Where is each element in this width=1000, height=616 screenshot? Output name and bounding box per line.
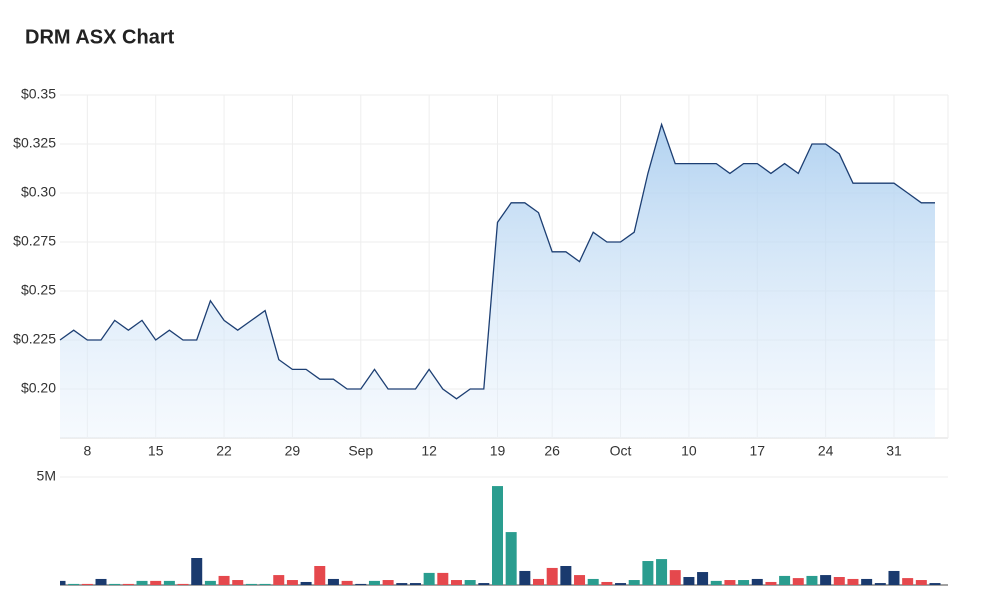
x-tick-label: 10 xyxy=(681,443,697,459)
volume-bar xyxy=(833,577,845,585)
x-tick-label: 22 xyxy=(216,443,232,459)
volume-bar xyxy=(437,572,449,585)
volume-bar xyxy=(902,578,914,585)
volume-bar xyxy=(245,583,257,585)
volume-bar xyxy=(669,570,681,585)
volume-bar xyxy=(259,583,271,585)
volume-bar xyxy=(232,580,244,585)
volume-bar xyxy=(136,580,148,585)
volume-bar xyxy=(355,583,367,585)
volume-bar xyxy=(656,559,668,585)
volume-bar xyxy=(478,583,490,585)
volume-bar xyxy=(806,575,818,585)
volume-bar xyxy=(273,575,285,585)
x-tick-label: 12 xyxy=(421,443,437,459)
volume-bar xyxy=(615,583,627,585)
volume-bar xyxy=(396,583,408,585)
volume-bar xyxy=(505,532,517,585)
x-tick-label: 26 xyxy=(544,443,560,459)
volume-bar xyxy=(60,580,66,585)
y-tick-label: $0.325 xyxy=(13,135,56,151)
volume-bar xyxy=(68,583,80,585)
price-line xyxy=(59,122,935,400)
volume-bar xyxy=(642,561,654,585)
volume-bar xyxy=(697,572,709,585)
volume-bar xyxy=(95,578,107,585)
volume-bar xyxy=(601,581,613,585)
volume-bar xyxy=(587,578,599,585)
volume-bar xyxy=(218,575,230,585)
x-tick-label: Oct xyxy=(610,443,632,459)
volume-bar xyxy=(560,565,572,585)
x-tick-label: 29 xyxy=(285,443,301,459)
y-tick-label: $0.35 xyxy=(21,86,56,102)
volume-bar xyxy=(820,575,832,585)
x-tick-label: 17 xyxy=(749,443,765,459)
volume-bar xyxy=(177,583,189,585)
volume-bar xyxy=(368,580,380,585)
volume-bar xyxy=(286,580,298,585)
volume-bar xyxy=(724,580,736,585)
volume-bar xyxy=(341,580,353,585)
chart-title: DRM ASX Chart xyxy=(25,26,175,48)
volume-bar xyxy=(874,583,886,585)
x-tick-label: 15 xyxy=(148,443,164,459)
volume-bar xyxy=(628,580,640,585)
volume-bar xyxy=(847,578,859,585)
y-tick-label: $0.25 xyxy=(21,282,56,298)
y-tick-label: $0.30 xyxy=(21,184,56,200)
volume-bar xyxy=(314,565,326,585)
volume-bar xyxy=(464,580,476,585)
volume-bar xyxy=(327,578,339,585)
volume-bar xyxy=(163,580,175,585)
volume-bars xyxy=(60,486,941,585)
volume-bar xyxy=(751,578,763,585)
y-tick-label: $0.20 xyxy=(21,380,56,396)
x-tick-label: 24 xyxy=(818,443,834,459)
x-tick-label: 31 xyxy=(886,443,902,459)
y-tick-label: 5M xyxy=(37,468,56,484)
volume-bar xyxy=(150,580,162,585)
volume-bar xyxy=(574,575,586,585)
volume-bar xyxy=(929,583,941,585)
volume-bar xyxy=(204,580,216,585)
volume-bar xyxy=(792,578,804,585)
volume-bar xyxy=(683,577,695,585)
volume-bar xyxy=(423,572,435,585)
x-tick-label: 19 xyxy=(490,443,506,459)
volume-bar xyxy=(109,583,121,585)
volume-bar xyxy=(915,580,927,585)
volume-bar xyxy=(765,581,777,585)
volume-bar xyxy=(861,578,873,585)
volume-bar xyxy=(122,583,134,585)
y-tick-label: $0.225 xyxy=(13,331,56,347)
x-tick-label: 8 xyxy=(83,443,91,459)
volume-bar xyxy=(450,580,462,585)
volume-bar xyxy=(191,558,203,585)
volume-bar xyxy=(300,581,312,585)
x-tick-label: Sep xyxy=(348,443,373,459)
volume-bar xyxy=(81,583,93,585)
volume-bar xyxy=(888,570,900,585)
volume-bar xyxy=(492,486,503,585)
volume-bar xyxy=(533,578,545,585)
volume-bar xyxy=(738,580,750,585)
volume-bar xyxy=(519,570,531,585)
y-tick-label: $0.275 xyxy=(13,233,56,249)
volume-bar xyxy=(710,580,722,585)
volume-bar xyxy=(382,580,394,585)
volume-bar xyxy=(546,567,558,585)
volume-bar xyxy=(779,575,791,585)
volume-bar xyxy=(409,583,421,585)
